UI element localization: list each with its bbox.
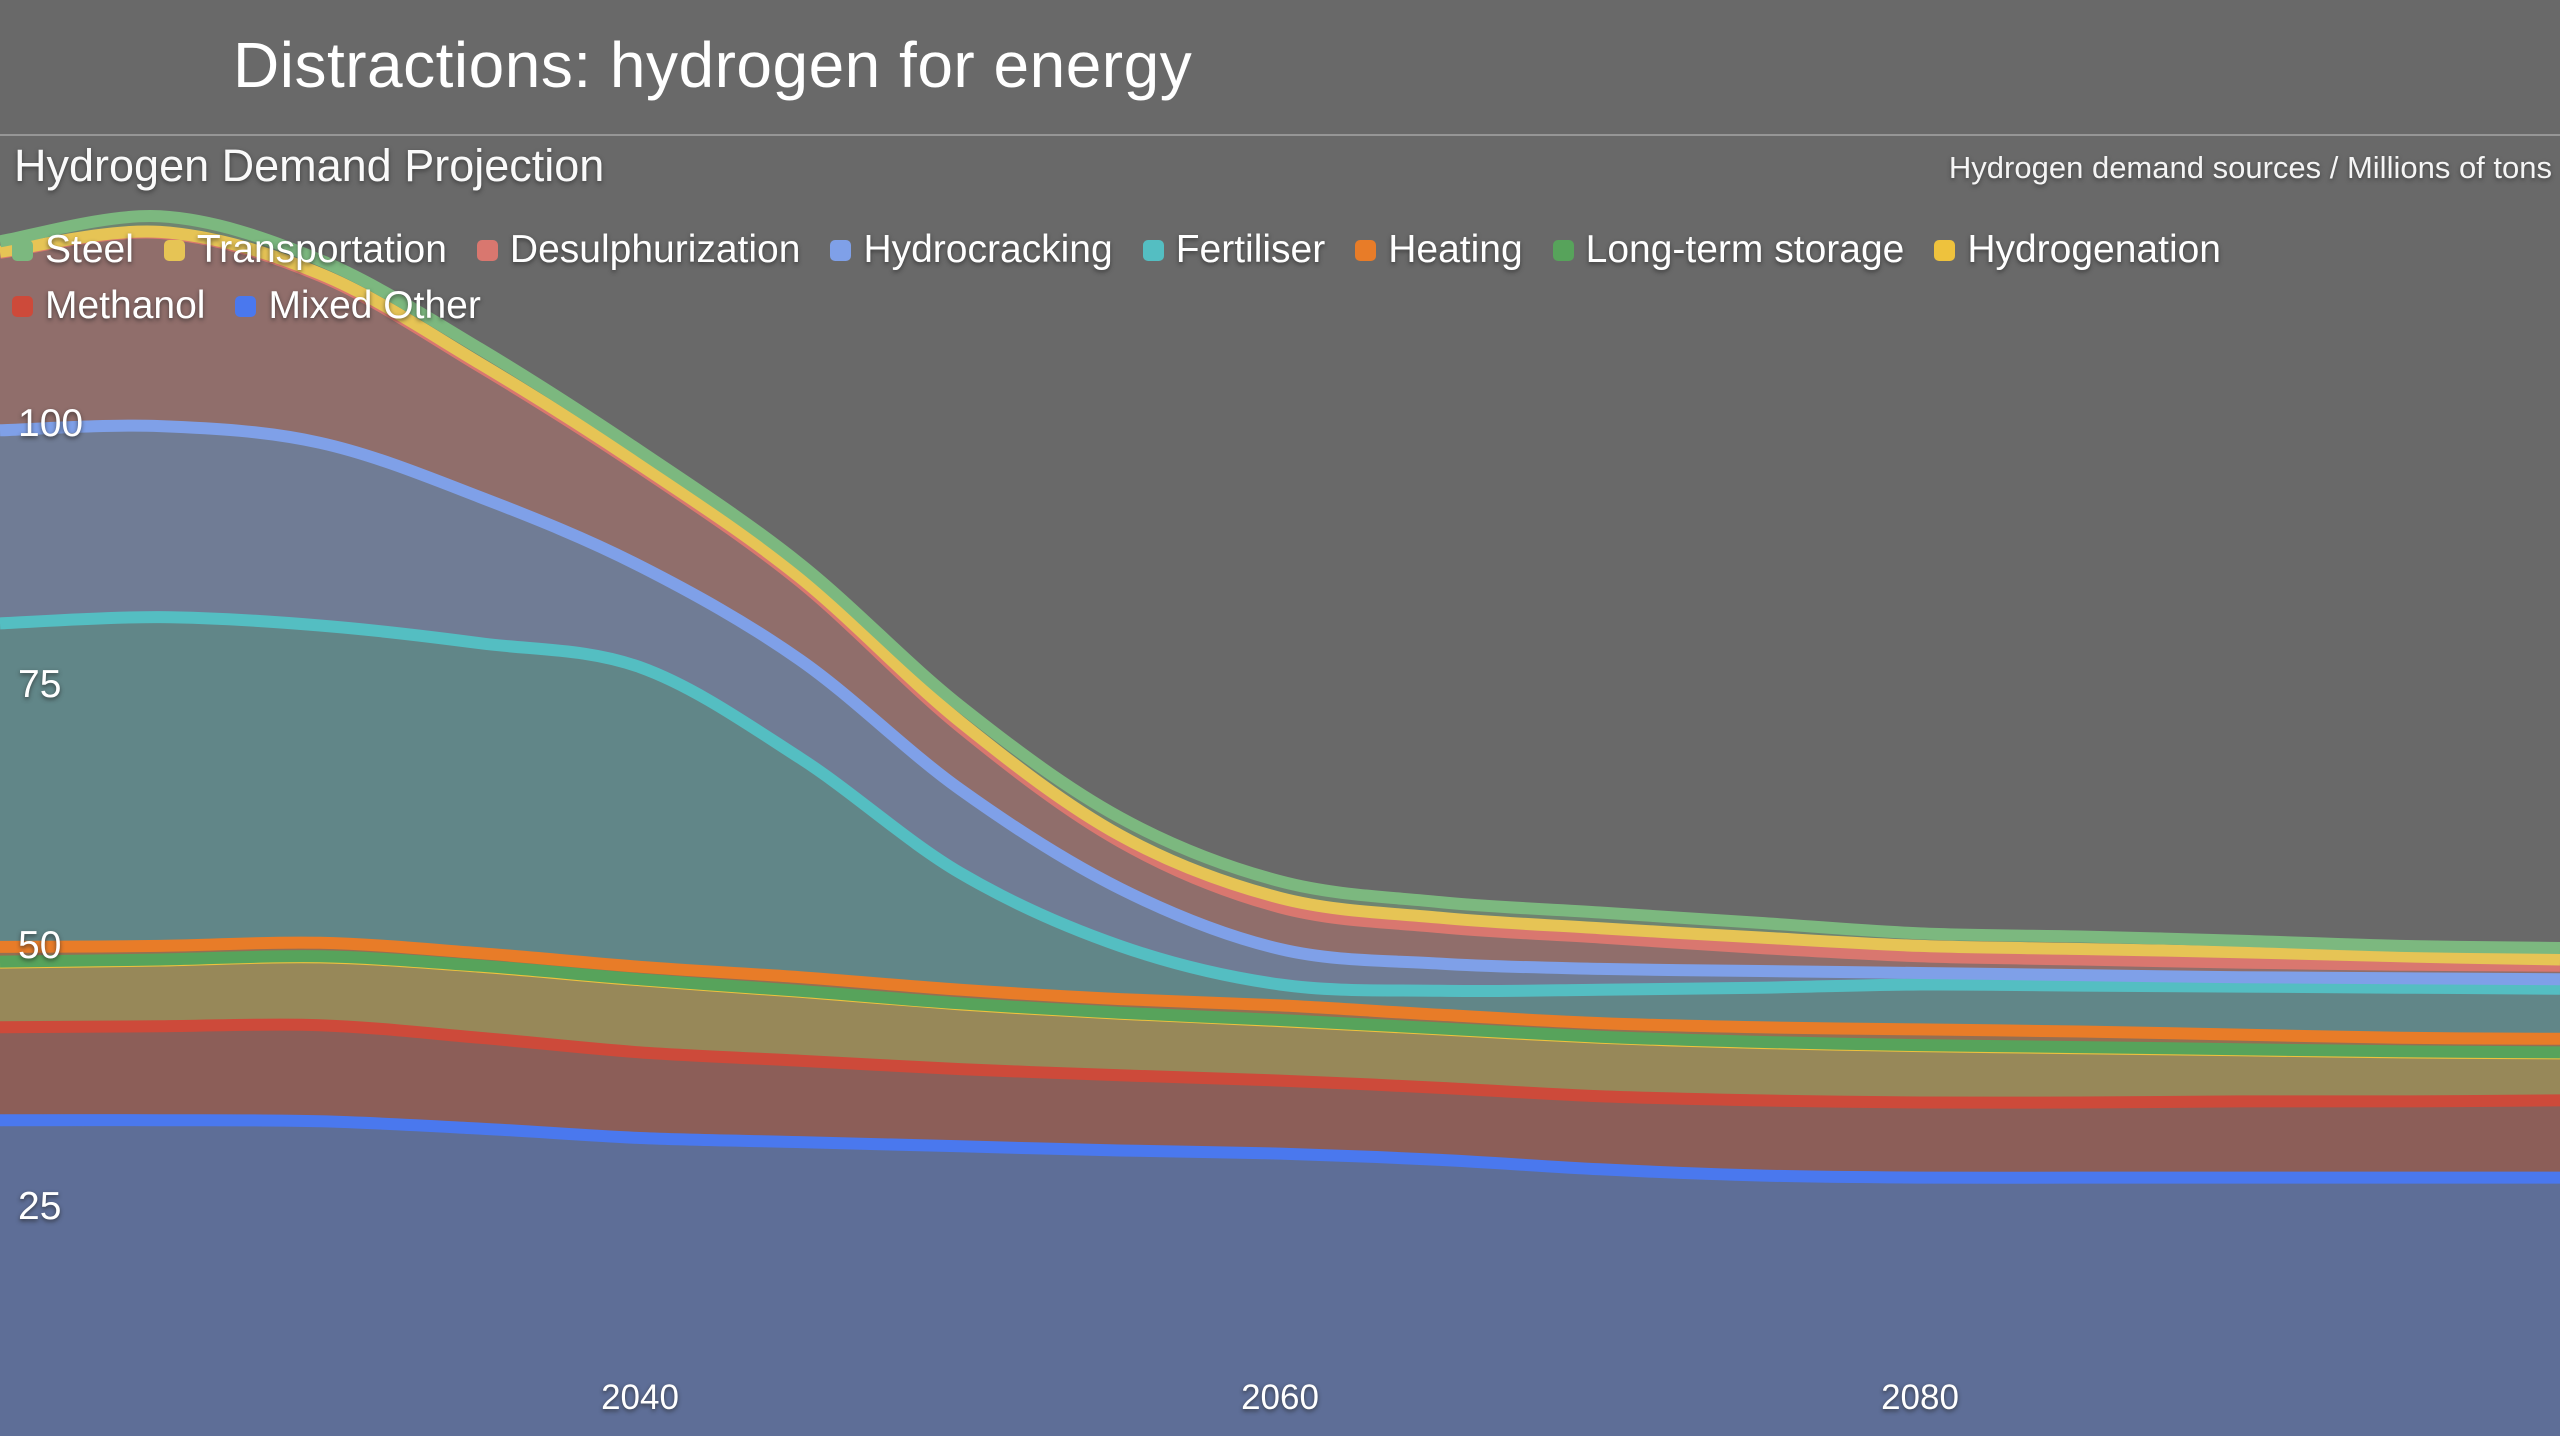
legend-item-transportation[interactable]: Transportation xyxy=(163,228,447,272)
header-divider xyxy=(0,134,2560,136)
legend-label-heating: Heating xyxy=(1388,228,1523,271)
legend-item-steel[interactable]: Steel xyxy=(12,228,134,272)
legend-item-hydrogenation[interactable]: Hydrogenation xyxy=(1934,228,2221,272)
legend-swatch-heating xyxy=(1355,239,1377,261)
area-line-steel xyxy=(0,210,2560,954)
legend-item-fertiliser[interactable]: Fertiliser xyxy=(1142,228,1326,272)
area-line-transportation xyxy=(0,225,2560,966)
legend-label-desulphurization: Desulphurization xyxy=(509,228,801,271)
legend-item-long-term-storage[interactable]: Long-term storage xyxy=(1552,228,1905,272)
legend-item-heating[interactable]: Heating xyxy=(1355,228,1523,272)
legend-swatch-long-term-storage xyxy=(1552,239,1574,261)
legend-item-hydrocracking[interactable]: Hydrocracking xyxy=(830,228,1113,272)
slide-title: Distractions: hydrogen for energy xyxy=(233,29,1193,101)
x-axis-tick-2060: 2060 xyxy=(1241,1378,1319,1417)
legend-swatch-methanol xyxy=(12,295,33,317)
area-fill-hydrogenation xyxy=(0,957,2560,1103)
chart-legend: Steel Transportation Desulphurization Hydro… xyxy=(12,228,2557,340)
legend-label-steel: Steel xyxy=(45,228,134,271)
legend-swatch-mixed-other xyxy=(235,295,257,317)
legend-swatch-fertiliser xyxy=(1142,239,1164,261)
legend-label-fertiliser: Fertiliser xyxy=(1175,228,1326,271)
area-line-long-term-storage xyxy=(0,950,2560,1059)
legend-swatch-transportation xyxy=(163,239,185,261)
legend-label-hydrogenation: Hydrogenation xyxy=(1967,228,2221,271)
legend-label-long-term-storage: Long-term storage xyxy=(1585,228,1905,271)
legend-swatch-steel xyxy=(12,239,33,261)
area-line-heating xyxy=(0,936,2560,1045)
area-fill-fertiliser xyxy=(0,617,2560,1039)
legend-row-1: Steel Transportation Desulphurization Hydro… xyxy=(12,228,2557,272)
x-axis-tick-2040: 2040 xyxy=(601,1378,679,1417)
legend-label-hydrocracking: Hydrocracking xyxy=(863,228,1113,271)
area-line-fertiliser xyxy=(0,611,2560,998)
chart-title: Hydrogen Demand Projection xyxy=(14,140,605,191)
area-line-hydrocracking xyxy=(0,419,2560,986)
area-fill-methanol xyxy=(0,1024,2560,1178)
y-axis-tick-75: 75 xyxy=(18,662,62,706)
legend-swatch-desulphurization xyxy=(476,239,498,261)
legend-swatch-hydrogenation xyxy=(1934,239,1956,261)
legend-label-mixed-other: Mixed Other xyxy=(268,284,481,327)
legend-item-mixed-other[interactable]: Mixed Other xyxy=(235,284,481,328)
area-line-methanol xyxy=(0,1018,2560,1109)
legend-item-desulphurization[interactable]: Desulphurization xyxy=(476,228,801,272)
legend-label-methanol: Methanol xyxy=(45,284,206,327)
chart-units-label: Hydrogen demand sources / Millions of to… xyxy=(1948,150,2552,185)
area-fill-mixed-other xyxy=(0,1120,2560,1436)
legend-swatch-hydrocracking xyxy=(830,239,852,261)
legend-row-2: Methanol Mixed Other xyxy=(12,284,2557,328)
legend-item-methanol[interactable]: Methanol xyxy=(12,284,205,328)
area-line-mixed-other xyxy=(0,1114,2560,1184)
legend-label-transportation: Transportation xyxy=(196,228,447,271)
x-axis-tick-2080: 2080 xyxy=(1881,1378,1959,1417)
y-axis-tick-25: 25 xyxy=(18,1184,62,1228)
y-axis-tick-100: 100 xyxy=(18,402,84,445)
y-axis-tick-50: 50 xyxy=(18,923,62,967)
